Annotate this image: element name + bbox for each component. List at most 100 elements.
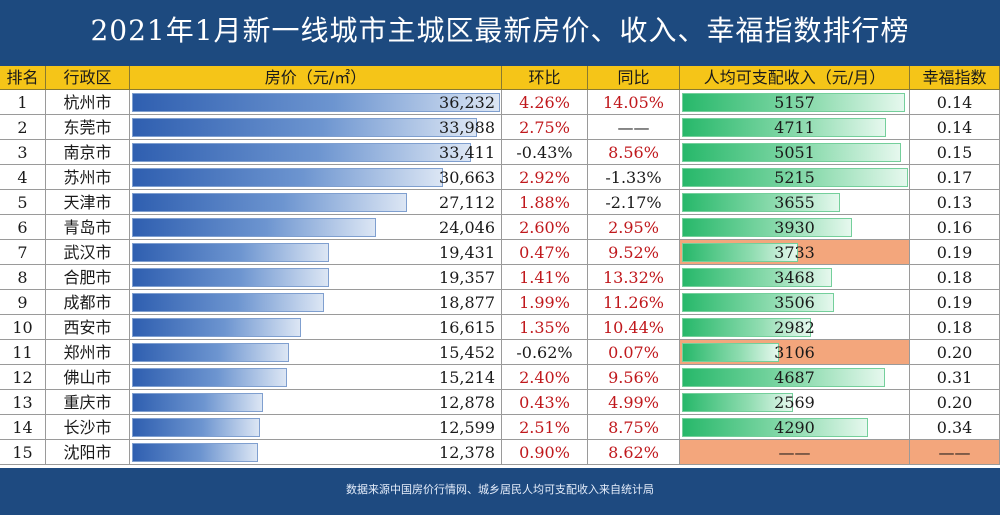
price-value: 19,431 <box>439 243 495 262</box>
table-row: 7 武汉市 19,431 0.47% 9.52% 3733 0.19 <box>0 240 1000 265</box>
header-income: 人均可支配收入（元/月） <box>680 66 910 90</box>
happiness-cell: 0.16 <box>910 215 1000 240</box>
price-value: 30,663 <box>439 168 495 187</box>
income-value: 5157 <box>774 93 815 112</box>
price-bar <box>132 118 477 137</box>
price-bar <box>132 343 289 362</box>
district-cell: 佛山市 <box>46 365 130 390</box>
district-cell: 南京市 <box>46 140 130 165</box>
happiness-cell: 0.17 <box>910 165 1000 190</box>
price-bar <box>132 368 287 387</box>
table-row: 4 苏州市 30,663 2.92% -1.33% 5215 0.17 <box>0 165 1000 190</box>
happiness-cell: 0.31 <box>910 365 1000 390</box>
table-row: 2 东莞市 33,988 2.75% —— 4711 0.14 <box>0 115 1000 140</box>
price-cell: 15,452 <box>130 340 502 365</box>
income-value: 5215 <box>774 168 815 187</box>
district-cell: 杭州市 <box>46 90 130 115</box>
mom-cell: 0.47% <box>502 240 588 265</box>
mom-cell: -0.43% <box>502 140 588 165</box>
income-value: —— <box>778 443 811 462</box>
rank-cell: 3 <box>0 140 46 165</box>
happiness-cell: 0.20 <box>910 340 1000 365</box>
district-cell: 成都市 <box>46 290 130 315</box>
price-bar <box>132 318 301 337</box>
price-value: 19,357 <box>439 268 495 287</box>
income-bar <box>682 368 885 387</box>
income-bar <box>682 418 868 437</box>
income-cell: 4290 <box>680 415 910 440</box>
income-cell: 3506 <box>680 290 910 315</box>
happiness-cell: 0.19 <box>910 240 1000 265</box>
price-value: 12,378 <box>439 443 495 462</box>
table-row: 6 青岛市 24,046 2.60% 2.95% 3930 0.16 <box>0 215 1000 240</box>
yoy-cell: -2.17% <box>588 190 680 215</box>
yoy-cell: 14.05% <box>588 90 680 115</box>
income-value: 3733 <box>774 243 815 262</box>
price-bar <box>132 143 471 162</box>
income-value: 5051 <box>774 143 815 162</box>
rank-cell: 1 <box>0 90 46 115</box>
rank-cell: 2 <box>0 115 46 140</box>
price-bar <box>132 268 329 287</box>
table-row: 3 南京市 33,411 -0.43% 8.56% 5051 0.15 <box>0 140 1000 165</box>
income-bar <box>682 143 901 162</box>
price-bar <box>132 193 407 212</box>
district-cell: 合肥市 <box>46 265 130 290</box>
mom-cell: 4.26% <box>502 90 588 115</box>
rank-cell: 4 <box>0 165 46 190</box>
rank-cell: 7 <box>0 240 46 265</box>
income-cell: 5157 <box>680 90 910 115</box>
price-cell: 15,214 <box>130 365 502 390</box>
district-cell: 重庆市 <box>46 390 130 415</box>
yoy-cell: 2.95% <box>588 215 680 240</box>
income-value: 4687 <box>774 368 815 387</box>
income-value: 2982 <box>774 318 815 337</box>
income-value: 4290 <box>774 418 815 437</box>
district-cell: 武汉市 <box>46 240 130 265</box>
mom-cell: 0.90% <box>502 440 588 465</box>
price-value: 15,452 <box>439 343 495 362</box>
price-value: 24,046 <box>439 218 495 237</box>
price-cell: 12,878 <box>130 390 502 415</box>
price-cell: 19,357 <box>130 265 502 290</box>
district-cell: 沈阳市 <box>46 440 130 465</box>
mom-cell: 1.88% <box>502 190 588 215</box>
income-value: 3468 <box>774 268 815 287</box>
price-bar <box>132 218 376 237</box>
price-cell: 16,615 <box>130 315 502 340</box>
happiness-cell: 0.34 <box>910 415 1000 440</box>
income-cell: 3106 <box>680 340 910 365</box>
mom-cell: 2.51% <box>502 415 588 440</box>
income-cell: 3733 <box>680 240 910 265</box>
happiness-cell: 0.14 <box>910 90 1000 115</box>
source-note: 数据来源中国房价行情网、城乡居民人均可支配收入来自统计局 <box>346 483 654 496</box>
header-mom: 环比 <box>502 66 588 90</box>
income-value: 3506 <box>774 293 815 312</box>
district-cell: 长沙市 <box>46 415 130 440</box>
income-bar <box>682 268 832 287</box>
mom-cell: 1.35% <box>502 315 588 340</box>
table-row: 9 成都市 18,877 1.99% 11.26% 3506 0.19 <box>0 290 1000 315</box>
price-cell: 27,112 <box>130 190 502 215</box>
price-value: 27,112 <box>439 193 495 212</box>
price-value: 36,232 <box>439 93 495 112</box>
district-cell: 青岛市 <box>46 215 130 240</box>
income-bar <box>682 343 779 362</box>
yoy-cell: 8.75% <box>588 415 680 440</box>
yoy-cell: -1.33% <box>588 165 680 190</box>
income-cell: 4687 <box>680 365 910 390</box>
header-price: 房价（元/㎡） <box>130 66 502 90</box>
yoy-cell: 8.62% <box>588 440 680 465</box>
yoy-cell: —— <box>588 115 680 140</box>
rank-cell: 12 <box>0 365 46 390</box>
district-cell: 东莞市 <box>46 115 130 140</box>
price-value: 33,411 <box>439 143 495 162</box>
header-yoy: 同比 <box>588 66 680 90</box>
yoy-cell: 9.52% <box>588 240 680 265</box>
mom-cell: 2.92% <box>502 165 588 190</box>
income-cell: 5051 <box>680 140 910 165</box>
price-cell: 24,046 <box>130 215 502 240</box>
header-district: 行政区 <box>46 66 130 90</box>
income-value: 3655 <box>774 193 815 212</box>
mom-cell: 1.41% <box>502 265 588 290</box>
